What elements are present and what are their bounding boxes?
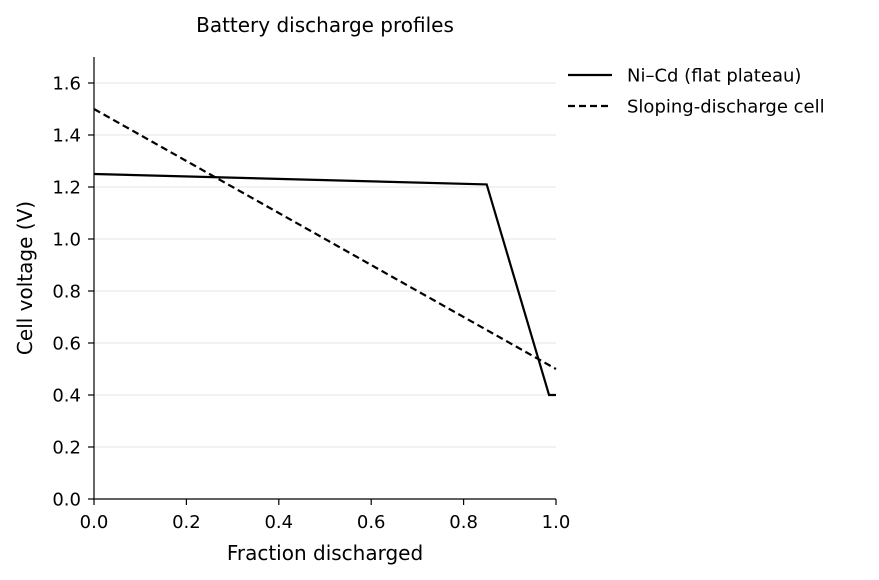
- x-axis-ticks: 0.0 0.2 0.4 0.6 0.8 1.0: [80, 499, 571, 533]
- x-tick-label: 1.0: [542, 512, 571, 533]
- y-tick-label: 0.6: [52, 334, 81, 355]
- x-tick-label: 0.6: [357, 512, 386, 533]
- plot-area: [93, 108, 557, 397]
- y-tick-label: 0.8: [52, 282, 81, 303]
- legend: Ni–Cd (flat plateau) Sloping-discharge ce…: [568, 66, 825, 118]
- x-tick-label: 0.0: [80, 512, 109, 533]
- y-tick-label: 0.2: [52, 438, 81, 459]
- x-axis-label: Fraction discharged: [227, 541, 423, 565]
- series-line-1: [93, 172, 556, 397]
- y-tick-label: 1.0: [52, 230, 81, 251]
- y-axis-label: Cell voltage (V): [13, 201, 37, 355]
- y-tick-label: 0.0: [52, 490, 81, 511]
- y-tick-label: 1.4: [52, 126, 81, 147]
- series-line-2: [93, 108, 557, 370]
- legend-label: Sloping-discharge cell: [627, 97, 825, 118]
- y-tick-label: 1.6: [52, 74, 81, 95]
- x-tick-label: 0.2: [172, 512, 201, 533]
- chart-title: Battery discharge profiles: [196, 13, 454, 37]
- y-tick-label: 0.4: [52, 386, 81, 407]
- y-tick-label: 1.2: [52, 178, 81, 199]
- y-axis-ticks: 0.0 0.2 0.4 0.6 0.8 1.0 1.2 1.4 1.6: [52, 74, 94, 511]
- x-tick-label: 0.4: [264, 512, 293, 533]
- x-tick-label: 0.8: [449, 512, 478, 533]
- legend-label: Ni–Cd (flat plateau): [627, 66, 801, 87]
